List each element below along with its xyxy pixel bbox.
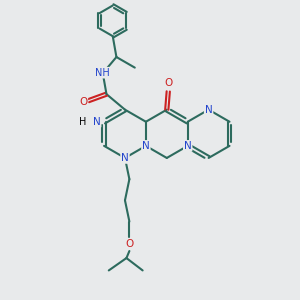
- Text: H: H: [79, 117, 87, 127]
- Text: N: N: [205, 105, 212, 115]
- Text: N: N: [93, 117, 101, 127]
- Text: N: N: [121, 153, 129, 163]
- Text: N: N: [142, 141, 150, 151]
- Text: NH: NH: [95, 68, 110, 78]
- Text: N: N: [184, 141, 192, 151]
- Text: O: O: [125, 239, 134, 249]
- Text: O: O: [79, 97, 87, 107]
- Text: O: O: [164, 78, 172, 88]
